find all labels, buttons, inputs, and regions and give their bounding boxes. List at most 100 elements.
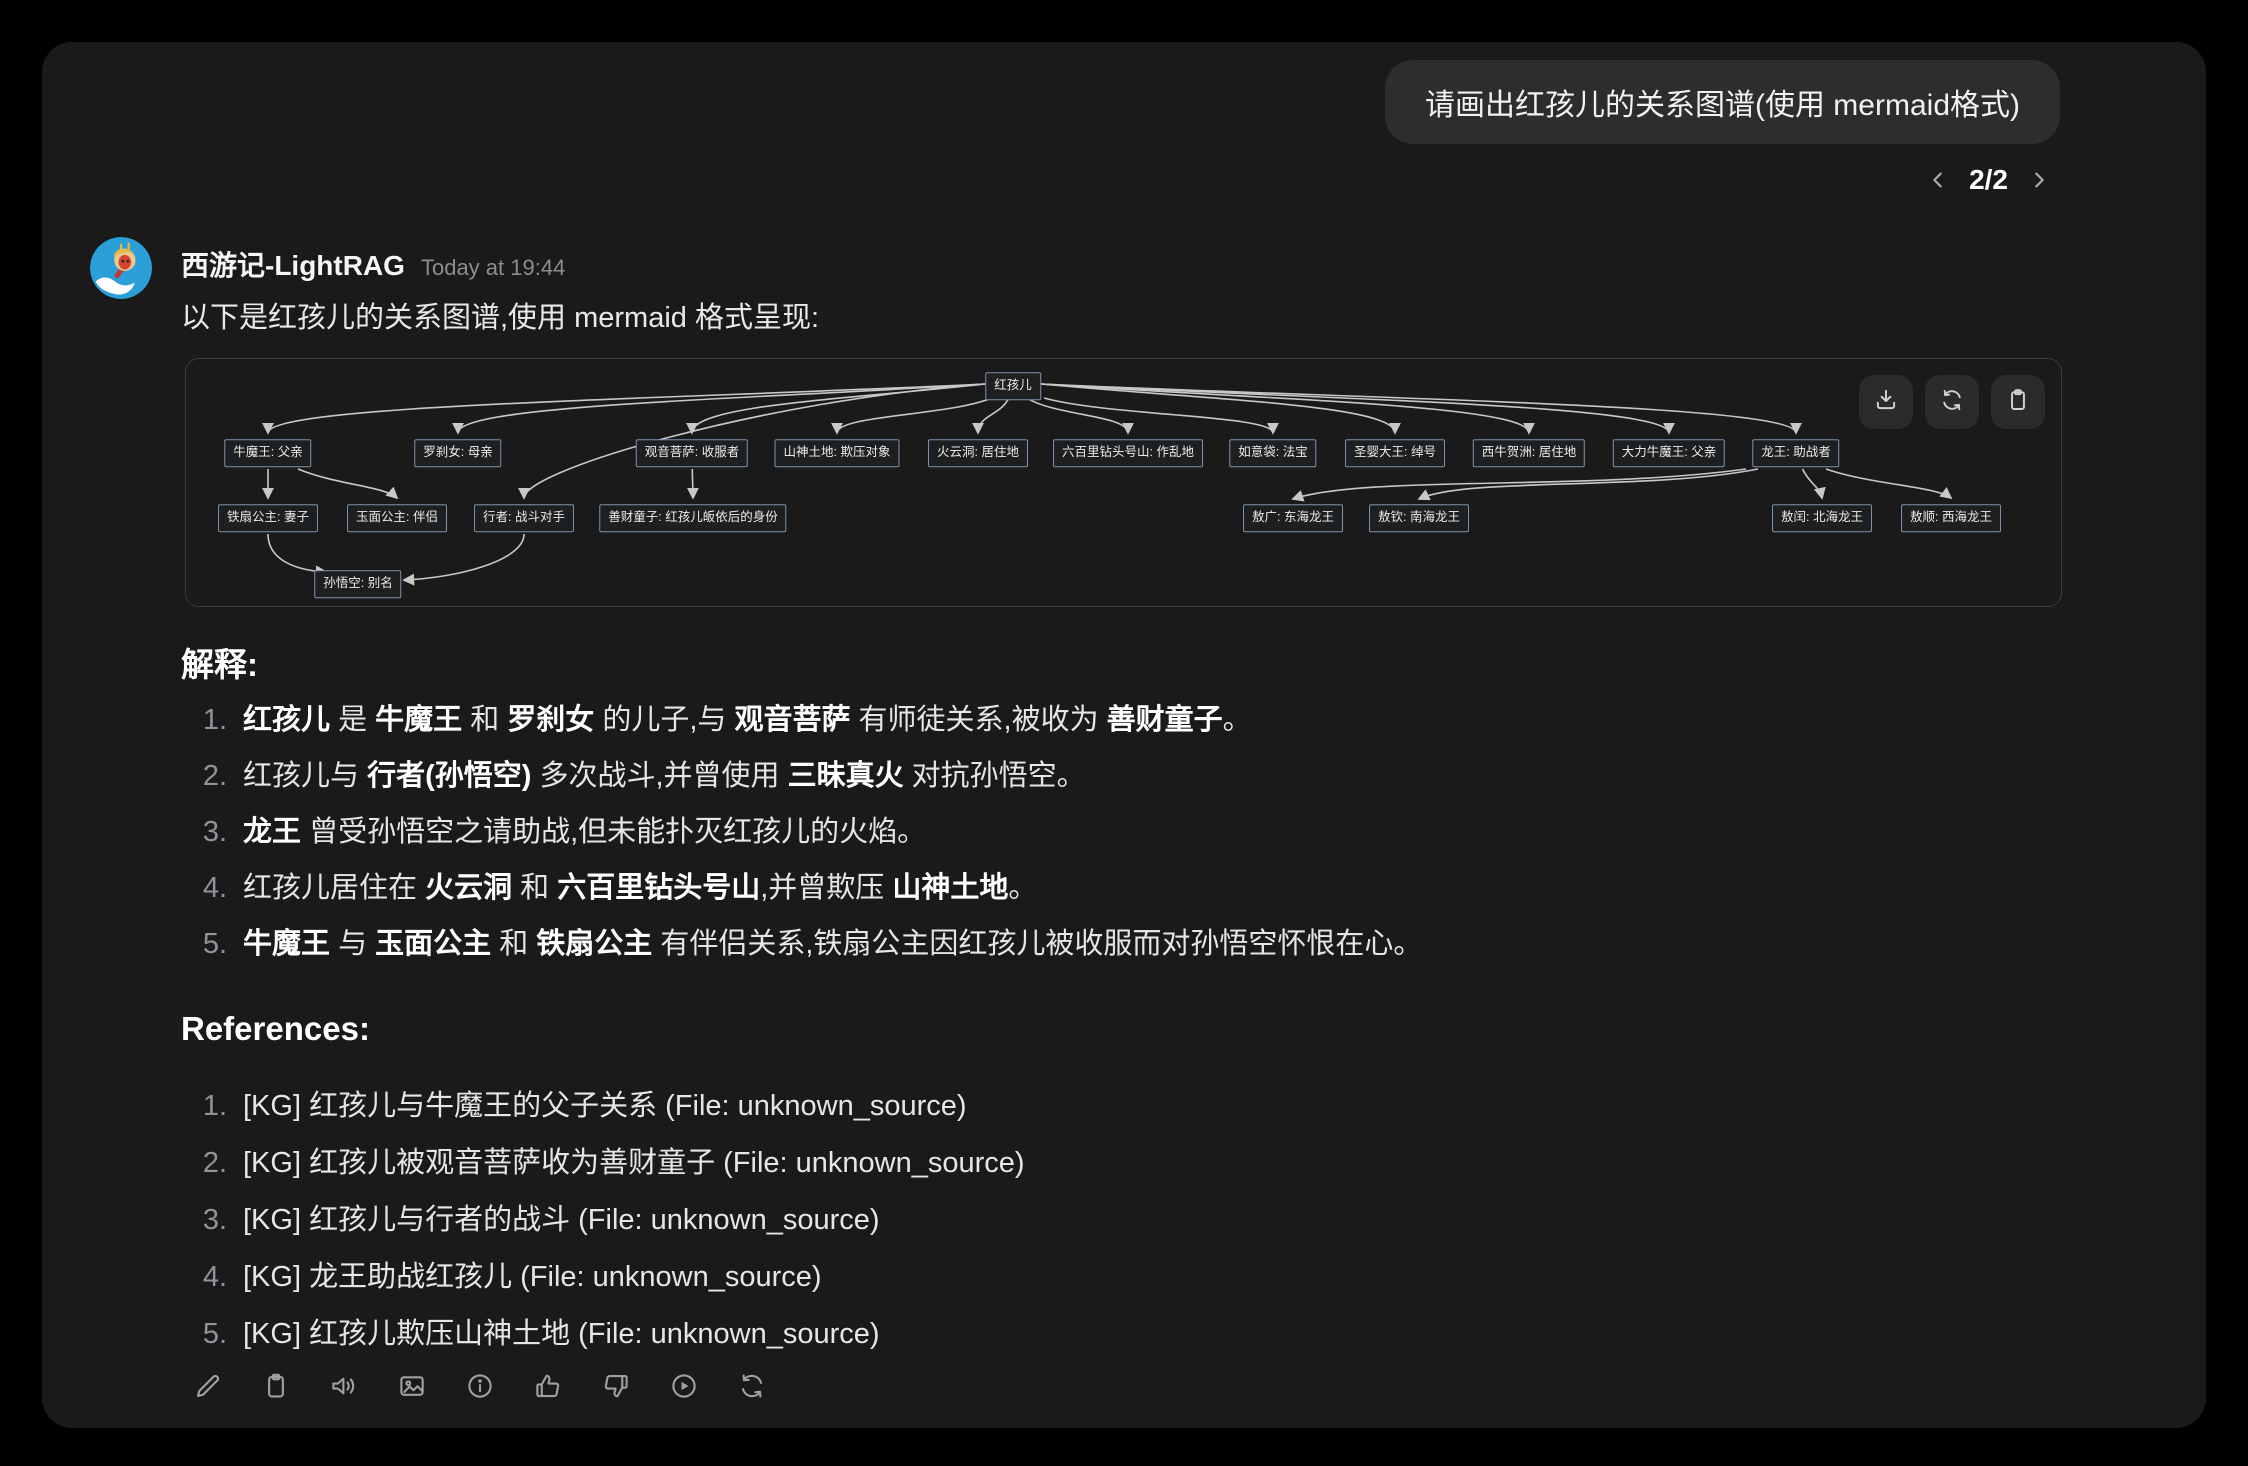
list-text: 牛魔王 与 玉面公主 和 铁扇公主 有伴侣关系,铁扇公主因红孩儿被收服而对孙悟空…	[243, 928, 1423, 960]
chevron-right-icon[interactable]	[2026, 167, 2052, 193]
diagram-edge-longwang-aoshun	[1825, 468, 1953, 500]
list-number: 4.	[202, 1261, 227, 1293]
diagram-node-aoshun: 敖顺: 西海龙王	[1901, 504, 2001, 532]
download-diagram-button[interactable]	[1859, 375, 1913, 429]
list-item: 2. [KG] 红孩儿被观音菩萨收为善财童子 (File: unknown_sou…	[181, 1139, 1581, 1196]
diagram-edge-longwang-aorun	[1801, 468, 1826, 500]
message-pagination: 2/2	[1925, 160, 2052, 200]
list-number: 2.	[202, 760, 227, 792]
diagram-edge-honghaier-shanshen	[831, 397, 993, 435]
list-text: [KG] 红孩儿欺压山神土地 (File: unknown_source)	[243, 1318, 880, 1350]
diagram-node-aoguang: 敖广: 东海龙王	[1243, 504, 1343, 532]
refresh-icon	[1939, 387, 1965, 418]
diagram-edge-longwang-aoqin	[1417, 468, 1759, 501]
diagram-edge-honghaier-niumowang	[262, 383, 986, 435]
diagram-node-xingzhe: 行者: 战斗对手	[474, 504, 574, 532]
pagination-counter: 2/2	[1969, 164, 2008, 195]
diagram-edge-niumowang-yumian	[297, 468, 399, 500]
assistant-name: 西游记-LightRAG	[181, 250, 405, 281]
user-message-text: 请画出红孩儿的关系图谱(使用 mermaid格式)	[1424, 89, 2020, 122]
list-item: 4. 红孩儿居住在 火云洞 和 六百里钻头号山,并曾欺压 山神土地。	[181, 864, 1741, 920]
list-text: 红孩儿居住在 火云洞 和 六百里钻头号山,并曾欺压 山神土地。	[243, 872, 1038, 904]
diagram-node-luochanu: 罗刹女: 母亲	[414, 439, 502, 467]
play-button[interactable]	[668, 1372, 700, 1404]
diagram-node-shancai: 善财童子: 红孩儿皈依后的身份	[599, 504, 787, 532]
diagram-node-xiniu: 西牛贺洲: 居住地	[1472, 439, 1586, 467]
references-list: 1. [KG] 红孩儿与牛魔王的父子关系 (File: unknown_sourc…	[181, 1082, 1581, 1367]
list-item: 3. 龙王 曾受孙悟空之请助战,但未能扑灭红孩儿的火焰。	[181, 808, 1741, 864]
assistant-avatar	[90, 237, 152, 299]
list-item: 5. [KG] 红孩儿欺压山神土地 (File: unknown_source)	[181, 1310, 1581, 1367]
diagram-edges	[262, 383, 1953, 586]
list-item: 2. 红孩儿与 行者(孙悟空) 多次战斗,并曾使用 三昧真火 对抗孙悟空。	[181, 752, 1741, 808]
diagram-node-niumowang: 牛魔王: 父亲	[224, 439, 312, 467]
clipboard-icon	[2005, 387, 2031, 418]
thumbs-down-icon	[601, 1371, 631, 1406]
references-heading: References:	[181, 1010, 370, 1047]
copy-icon	[261, 1371, 291, 1406]
list-number: 3.	[202, 816, 227, 848]
regenerate-button[interactable]	[736, 1372, 768, 1404]
list-number: 5.	[202, 928, 227, 960]
list-item: 5. 牛魔王 与 玉面公主 和 铁扇公主 有伴侣关系,铁扇公主因红孩儿被收服而对孙…	[181, 920, 1741, 976]
play-icon	[669, 1371, 699, 1406]
list-text: [KG] 红孩儿与牛魔王的父子关系 (File: unknown_source)	[243, 1090, 967, 1122]
diagram-edge-honghaier-shengying	[1040, 383, 1401, 435]
message-action-toolbar	[192, 1372, 768, 1404]
list-text: [KG] 龙王助战红孩儿 (File: unknown_source)	[243, 1261, 822, 1293]
thumbs-up-button[interactable]	[532, 1372, 564, 1404]
image-icon	[397, 1371, 427, 1406]
diagram-node-shengying: 圣婴大王: 绰号	[1345, 439, 1445, 467]
chat-panel	[42, 42, 2206, 1428]
list-number: 4.	[202, 872, 227, 904]
copy-button[interactable]	[260, 1372, 292, 1404]
diagram-edge-honghaier-zuantou	[1026, 397, 1134, 435]
diagram-node-longwang: 龙王: 助战者	[1752, 439, 1840, 467]
diagram-edge-honghaier-guanyin	[686, 383, 986, 435]
diagram-edge-honghaier-xingzhe	[518, 383, 986, 500]
diagram-node-shanshen: 山神土地: 欺压对象	[774, 439, 900, 467]
list-item: 1. [KG] 红孩儿与牛魔王的父子关系 (File: unknown_sourc…	[181, 1082, 1581, 1139]
diagram-node-dali: 大力牛魔王: 父亲	[1612, 439, 1726, 467]
diagram-node-zuantou: 六百里钻头号山: 作乱地	[1053, 439, 1203, 467]
list-item: 4. [KG] 龙王助战红孩儿 (File: unknown_source)	[181, 1253, 1581, 1310]
diagram-node-sunwukong: 孙悟空: 别名	[314, 570, 402, 598]
diagram-node-ruyidai: 如意袋: 法宝	[1229, 439, 1317, 467]
diagram-toolbar	[1859, 375, 2045, 429]
explanation-list: 1. 红孩儿 是 牛魔王 和 罗刹女 的儿子,与 观音菩萨 有师徒关系,被收为 善…	[181, 696, 1741, 976]
diagram-edge-honghaier-luochanu	[452, 383, 986, 435]
image-button[interactable]	[396, 1372, 428, 1404]
diagram-edge-honghaier-xiniu	[1040, 383, 1535, 435]
list-number: 5.	[202, 1318, 227, 1350]
info-button[interactable]	[464, 1372, 496, 1404]
diagram-node-yumian: 玉面公主: 伴侣	[347, 504, 447, 532]
list-text: [KG] 红孩儿与行者的战斗 (File: unknown_source)	[243, 1204, 880, 1236]
chevron-left-icon[interactable]	[1925, 167, 1951, 193]
diagram-edge-xingzhe-sunwukong	[402, 533, 525, 586]
list-item: 1. 红孩儿 是 牛魔王 和 罗刹女 的儿子,与 观音菩萨 有师徒关系,被收为 善…	[181, 696, 1741, 752]
list-text: [KG] 红孩儿被观音菩萨收为善财童子 (File: unknown_sourc…	[243, 1147, 1025, 1179]
message-timestamp: Today at 19:44	[420, 255, 566, 280]
user-message-bubble: 请画出红孩儿的关系图谱(使用 mermaid格式)	[1384, 60, 2060, 144]
regenerate-icon	[737, 1371, 767, 1406]
list-text: 红孩儿 是 牛魔王 和 罗刹女 的儿子,与 观音菩萨 有师徒关系,被收为 善财童…	[243, 704, 1252, 736]
assistant-intro-text: 以下是红孩儿的关系图谱,使用 mermaid 格式呈现:	[181, 302, 820, 334]
diagram-edge-honghaier-huoyundong	[972, 397, 1010, 435]
diagram-node-guanyin: 观音菩萨: 收服者	[635, 439, 749, 467]
thumbs-down-button[interactable]	[600, 1372, 632, 1404]
mermaid-diagram-panel: 红孩儿牛魔王: 父亲 罗刹女: 母亲 观音菩萨: 收服者 山神土地: 欺压对象 火云洞:…	[185, 358, 2062, 607]
diagram-node-huoyundong: 火云洞: 居住地	[928, 439, 1028, 467]
list-text: 龙王 曾受孙悟空之请助战,但未能扑灭红孩儿的火焰。	[243, 816, 927, 848]
list-number: 2.	[202, 1147, 227, 1179]
rerender-diagram-button[interactable]	[1925, 375, 1979, 429]
diagram-node-honghaier: 红孩儿	[985, 372, 1041, 400]
thumbs-up-icon	[533, 1371, 563, 1406]
edit-icon	[193, 1371, 223, 1406]
diagram-node-tieshan: 铁扇公主: 妻子	[218, 504, 318, 532]
diagram-edge-honghaier-dali	[1040, 383, 1675, 435]
diagram-edge-honghaier-longwang	[1040, 383, 1802, 435]
edit-button[interactable]	[192, 1372, 224, 1404]
copy-diagram-button[interactable]	[1991, 375, 2045, 429]
read-aloud-button[interactable]	[328, 1372, 360, 1404]
